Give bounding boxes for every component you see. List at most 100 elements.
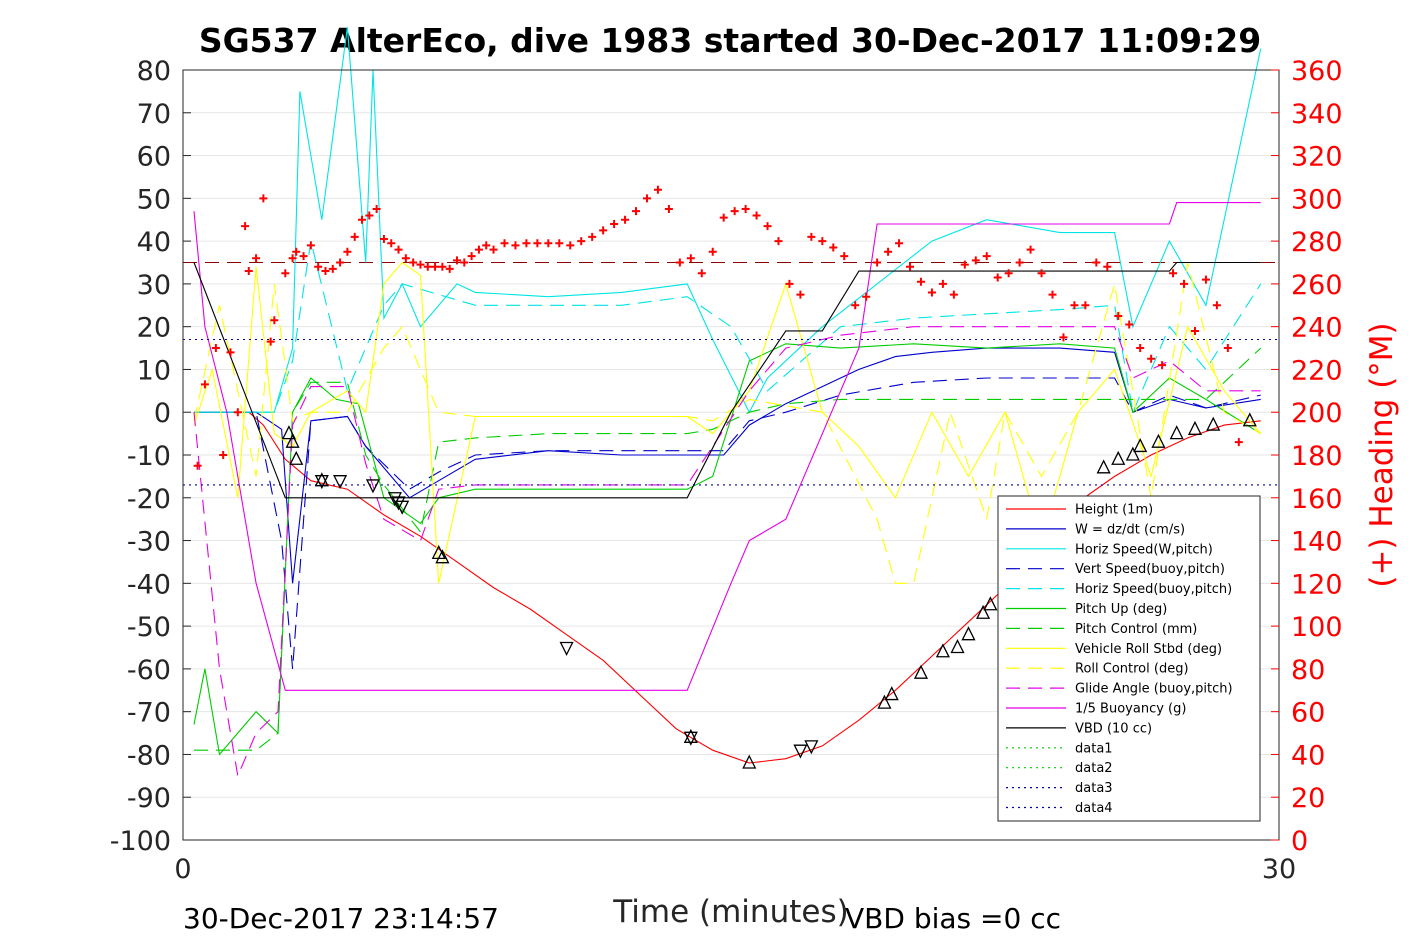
heading-point [394,245,403,254]
y-tick-label: 30 [137,270,171,301]
triangle-up-marker [1206,416,1221,431]
legend-label: Glide Angle (buoy,pitch) [1075,682,1233,697]
heading-point [1026,245,1035,254]
heading-point [241,222,250,231]
heading-point [259,194,268,203]
heading-point [379,234,388,243]
heading-point [807,232,816,241]
triangle-down-marker [387,492,402,507]
triangle-up-marker [935,643,950,658]
chart-title: SG537 AlterEco, dive 1983 started 30-Dec… [199,21,1261,60]
legend-label: data1 [1075,741,1113,756]
x-tick-label: 0 [174,854,191,885]
heading-point [423,262,432,271]
heading-point [566,241,575,250]
heading-point [610,220,619,228]
triangle-up-marker [1125,446,1140,461]
triangle-up-marker [976,604,991,619]
heading-point [916,277,925,286]
y2-tick-label: 360 [1291,56,1343,87]
triangle-up-marker [1187,420,1203,435]
triangle-up-marker [1111,450,1126,465]
heading-point [796,290,805,299]
heading-point [1223,344,1232,353]
x-axis-ticks: 0 30 [174,832,1296,885]
y-tick-label: 10 [137,355,171,386]
heading-point [252,254,261,263]
x-tick-label: 30 [1262,854,1296,885]
heading-point [785,279,794,288]
heading-point [982,252,991,261]
y2-tick-label: 40 [1291,740,1325,771]
heading-point [445,264,454,273]
y-tick-label: 50 [137,184,171,215]
series-line-8 [193,262,1261,584]
y-tick-label: 40 [137,227,171,258]
legend-label: Horiz Speed(buoy,pitch) [1075,582,1232,597]
heading-point [387,239,396,248]
heading-point [281,269,290,278]
heading-point [500,239,509,248]
y2-tick-label: 140 [1291,527,1343,558]
y2-tick-label: 240 [1291,313,1343,344]
triangle-up-marker [285,433,300,448]
x-axis-label: Time (minutes) [612,894,848,930]
legend-label: data3 [1075,781,1113,796]
triangle-down-marker [391,496,406,511]
heading-point [840,252,849,261]
y2-tick-label: 300 [1291,184,1343,215]
heading-point [1169,269,1178,278]
triangle-down-marker [333,475,348,490]
heading-point [266,337,275,346]
triangle-up-marker [1151,433,1166,448]
heading-point [372,205,381,214]
heading-point [474,245,483,254]
heading-point [511,241,520,250]
series-line-6 [194,347,1262,751]
heading-point [599,226,608,235]
heading-point [350,232,359,241]
heading-point [288,254,297,263]
heading-point [1114,311,1123,320]
triangle-up-marker [884,686,899,701]
heading-point [708,247,717,256]
heading-point [343,247,352,256]
triangle-up-marker [289,450,304,465]
heading-point [862,292,871,301]
legend-box [997,495,1261,822]
y-tick-label: -90 [127,783,171,814]
heading-point [1180,279,1189,288]
heading-point [467,252,476,261]
legend-label: Horiz Speed(W,pitch) [1075,542,1213,557]
heading-point [774,237,783,246]
left-axis-ticks: 80 70 60 50 40 30 20 10 0 -10 -20 -30 -40 -50 -60 -70 -8… [110,56,191,857]
heading-point [1136,344,1145,353]
heading-point [1092,258,1101,267]
legend-label: Vert Speed(buoy,pitch) [1075,562,1225,577]
triangle-down-marker [365,479,381,494]
triangle-up-marker [1169,425,1184,440]
triangle-up-marker [950,639,965,654]
heading-point [453,256,461,265]
y-tick-label: -70 [127,698,171,729]
footer-timestamp: 30-Dec-2017 23:14:57 [183,902,499,935]
heading-point [321,267,330,276]
heading-point [588,232,597,241]
heading-point [949,290,958,299]
heading-point [401,254,410,263]
heading-point [522,239,531,248]
heading-point [244,267,253,276]
triangle-up-marker [683,728,698,743]
y2-tick-label: 160 [1291,484,1343,515]
triangle-up-marker [435,549,450,564]
series-line-10 [193,202,1261,691]
y-tick-label: -60 [127,655,171,686]
heading-point [642,194,651,203]
heading-point [763,222,772,231]
heading-point [365,211,374,220]
heading-point [1103,262,1112,271]
y-tick-label: -20 [127,484,171,515]
heading-point [730,207,739,216]
right-axis-ticks: 3603403203002802602402202001801601401201… [1271,56,1343,857]
